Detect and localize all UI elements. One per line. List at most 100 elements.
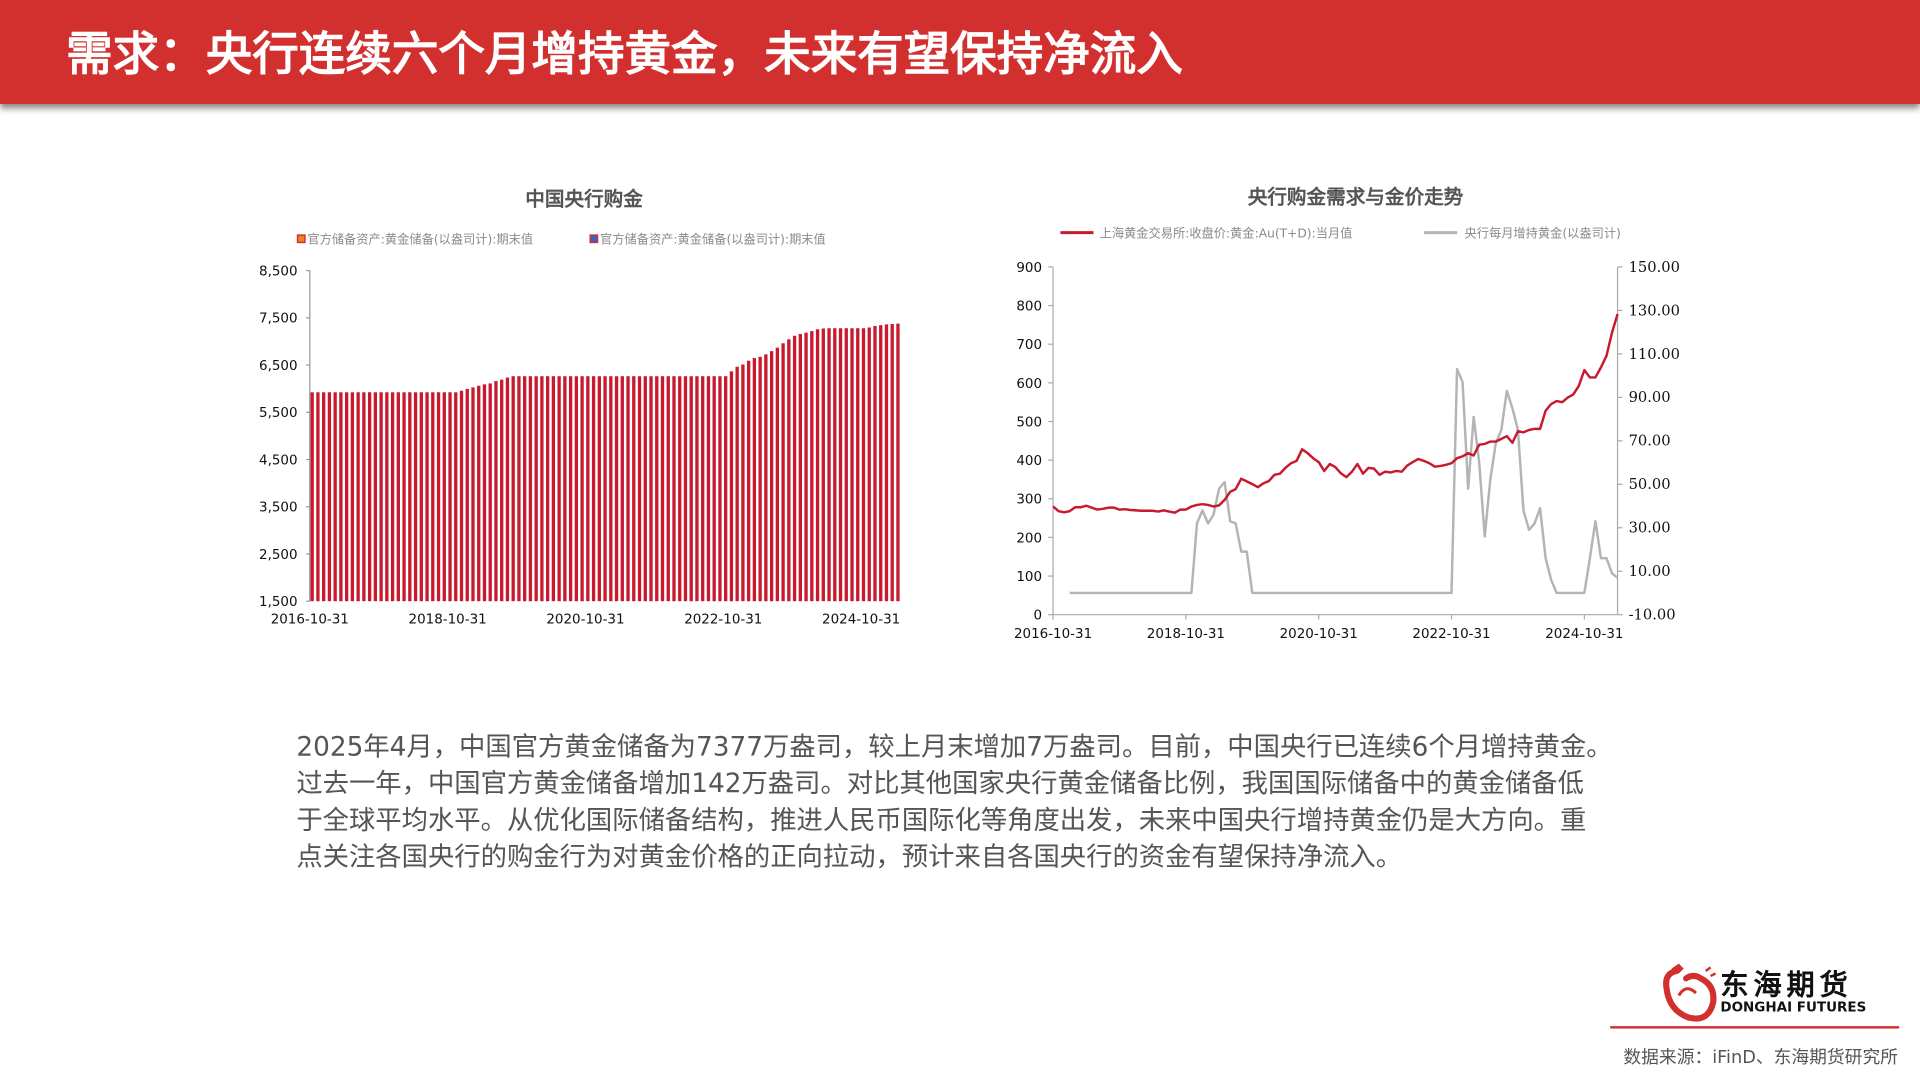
y-right-tick-label: 10.00 bbox=[1629, 563, 1671, 580]
bar bbox=[815, 329, 820, 602]
bar bbox=[580, 376, 584, 602]
bar bbox=[701, 376, 705, 602]
bar bbox=[586, 376, 590, 602]
legend-label: 官方储备资产:黄金储备(以盎司计):期末值 bbox=[307, 232, 533, 247]
y-right-tick-label: 110.00 bbox=[1629, 346, 1680, 363]
bar bbox=[431, 392, 435, 602]
bar bbox=[827, 328, 831, 602]
bar bbox=[861, 328, 866, 602]
x-tick-label: 2024-10-31 bbox=[822, 612, 900, 627]
bar bbox=[712, 376, 716, 602]
bar bbox=[792, 335, 797, 602]
bar bbox=[683, 376, 688, 602]
bar bbox=[867, 327, 871, 602]
bar bbox=[838, 328, 843, 602]
bar bbox=[402, 392, 406, 602]
data-source: 数据来源：iFinD、东海期货研究所 bbox=[1623, 1048, 1898, 1068]
legend-marker-icon bbox=[589, 234, 599, 244]
y-left-tick-label: 600 bbox=[1016, 377, 1042, 392]
y-tick-label: 2,500 bbox=[259, 548, 298, 563]
bar bbox=[471, 387, 475, 602]
bar bbox=[465, 388, 469, 602]
x-tick-label: 2020-10-31 bbox=[1280, 627, 1358, 642]
bar bbox=[678, 376, 682, 602]
bar bbox=[890, 323, 894, 602]
bar bbox=[637, 376, 642, 602]
left-chart-title: 中国央行购金 bbox=[525, 187, 643, 211]
y-right-tick-label: -10.00 bbox=[1629, 607, 1676, 624]
bar bbox=[505, 377, 510, 602]
bar bbox=[385, 392, 389, 602]
x-tick-label: 2022-10-31 bbox=[684, 612, 762, 627]
bar bbox=[655, 376, 659, 602]
bar bbox=[591, 376, 596, 602]
bar bbox=[356, 392, 360, 602]
bar bbox=[362, 392, 366, 602]
bar bbox=[873, 325, 877, 602]
bar bbox=[563, 376, 567, 602]
bar bbox=[821, 328, 825, 602]
bar bbox=[718, 376, 722, 602]
bar bbox=[557, 376, 561, 602]
bar bbox=[454, 392, 458, 602]
y-left-tick-label: 0 bbox=[1033, 609, 1042, 624]
bar bbox=[379, 392, 383, 602]
x-tick-label: 2022-10-31 bbox=[1412, 627, 1490, 642]
bar bbox=[741, 364, 745, 602]
bar bbox=[879, 325, 883, 602]
bar bbox=[660, 376, 665, 602]
bar bbox=[390, 392, 395, 602]
y-right-tick-label: 130.00 bbox=[1629, 302, 1680, 319]
y-left-tick-label: 700 bbox=[1016, 338, 1042, 353]
bar bbox=[643, 376, 647, 602]
bar bbox=[884, 324, 889, 602]
bar bbox=[833, 328, 837, 602]
bar bbox=[672, 376, 676, 602]
dragon-logo-icon bbox=[1663, 963, 1717, 1022]
y-right-tick-label: 90.00 bbox=[1629, 389, 1671, 406]
y-left-tick-label: 900 bbox=[1016, 261, 1042, 276]
bar bbox=[419, 392, 423, 602]
bar bbox=[758, 356, 762, 602]
bar bbox=[322, 392, 326, 602]
bar bbox=[517, 376, 521, 602]
logo-chinese-text: 东海期货 bbox=[1720, 969, 1853, 1002]
bar bbox=[459, 390, 464, 602]
y-tick-label: 3,500 bbox=[259, 501, 298, 516]
x-tick-label: 2016-10-31 bbox=[1014, 627, 1092, 642]
x-tick-label: 2018-10-31 bbox=[409, 612, 487, 627]
bar bbox=[850, 328, 854, 602]
bar bbox=[500, 379, 504, 602]
bar bbox=[511, 376, 515, 602]
header-bar: 需求：央行连续六个月增持黄金，未来有望保持净流入 bbox=[0, 0, 1920, 105]
donghai-logo: 东海期货 DONGHAI FUTURES bbox=[1659, 961, 1904, 1025]
bar bbox=[373, 392, 378, 602]
logo-english-text: DONGHAI FUTURES bbox=[1720, 999, 1867, 1016]
legend-marker-icon bbox=[296, 234, 306, 244]
bar bbox=[310, 392, 314, 602]
bar bbox=[568, 376, 573, 602]
bar bbox=[798, 333, 802, 602]
y-tick-label: 5,500 bbox=[259, 406, 298, 421]
bar bbox=[620, 376, 624, 602]
bar bbox=[413, 392, 418, 602]
x-tick-label: 2024-10-31 bbox=[1545, 627, 1623, 642]
bar bbox=[781, 343, 785, 602]
bar bbox=[609, 376, 613, 602]
y-left-tick-label: 100 bbox=[1016, 570, 1042, 585]
bar bbox=[632, 376, 636, 602]
y-tick-label: 1,500 bbox=[259, 595, 298, 610]
bar bbox=[425, 392, 429, 602]
bar bbox=[649, 376, 653, 602]
bar bbox=[408, 392, 412, 602]
summary-line: 过去一年，中国官方黄金储备增加142万盎司。对比其他国家央行黄金储备比例，我国国… bbox=[296, 768, 1584, 800]
series-line-gold-price bbox=[1052, 313, 1619, 514]
bar bbox=[769, 351, 774, 602]
legend-label: 上海黄金交易所:收盘价:黄金:Au(T+D):当月值 bbox=[1100, 226, 1353, 241]
bar bbox=[695, 376, 699, 602]
bar bbox=[367, 392, 372, 602]
page-title: 需求：央行连续六个月增持黄金，未来有望保持净流入 bbox=[66, 26, 1183, 81]
bar bbox=[706, 376, 711, 602]
